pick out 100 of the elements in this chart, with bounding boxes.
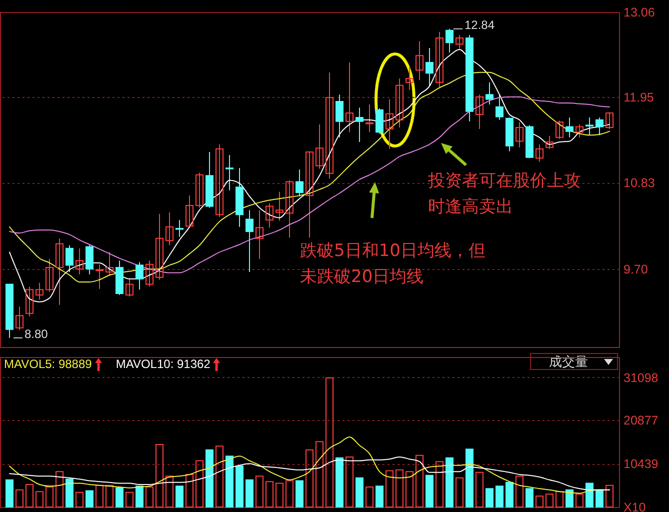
bar (356, 477, 364, 508)
candlestick (576, 124, 584, 138)
bar (506, 482, 514, 508)
bar (266, 481, 274, 508)
bar (36, 491, 44, 508)
bar (316, 441, 324, 508)
candlestick (136, 262, 144, 290)
candlestick (166, 212, 174, 246)
y-tick-label: X10 (624, 500, 646, 512)
candlestick (36, 282, 44, 300)
bar (366, 486, 374, 508)
candlestick (426, 47, 434, 87)
bar (106, 484, 114, 508)
bar (136, 486, 144, 508)
bar (476, 472, 484, 508)
y-tick-label: 13.06 (624, 6, 655, 20)
bar (466, 448, 474, 508)
bar (596, 489, 604, 508)
candlestick (536, 144, 544, 162)
candlestick (346, 62, 354, 133)
bar (166, 476, 174, 508)
bar (246, 479, 254, 508)
bar (306, 449, 314, 508)
candlestick (226, 154, 234, 191)
candlestick (246, 210, 254, 273)
candlestick (496, 94, 504, 120)
candlestick (306, 150, 314, 238)
annotation: MAVOL5: 98889 (4, 357, 92, 371)
bar (46, 486, 54, 508)
bar (396, 469, 404, 508)
y-tick-label: 9.70 (624, 262, 648, 276)
candlestick (16, 306, 24, 331)
bar (546, 494, 554, 508)
bar (346, 456, 354, 508)
candlestick (146, 260, 154, 288)
bar (456, 477, 464, 508)
candlestick (566, 117, 574, 138)
line-series (9, 48, 610, 302)
candlestick (436, 31, 444, 88)
candlestick (296, 169, 304, 197)
annotation: MAVOL10: 91362 (116, 357, 210, 371)
candlestick (366, 104, 374, 133)
bar (126, 492, 134, 508)
bar (436, 461, 444, 508)
annotation: 8.80 (24, 326, 48, 341)
bar (66, 478, 74, 508)
bar (296, 480, 304, 508)
candlestick (376, 108, 384, 134)
annotation: 12.84 (464, 18, 495, 32)
candlestick (386, 98, 394, 150)
bar (416, 454, 424, 508)
candlestick (66, 244, 74, 273)
candlestick (96, 264, 104, 290)
y-tick-label: 20877 (624, 414, 658, 428)
candlestick (416, 40, 424, 81)
candlestick (326, 72, 334, 180)
candlestick (196, 172, 204, 208)
candlestick (176, 220, 184, 238)
candlestick (266, 202, 274, 228)
candlestick (546, 135, 554, 150)
bar (536, 496, 544, 508)
candlestick (216, 144, 224, 218)
bar (206, 449, 214, 508)
candlestick (556, 120, 564, 140)
bar (336, 457, 344, 508)
candlestick (516, 122, 524, 148)
candlestick (406, 66, 414, 91)
candlestick (156, 213, 164, 280)
bar (606, 484, 614, 508)
annotation: 投资者可在股价上攻时逢高卖出 (428, 170, 582, 219)
candlestick (456, 34, 464, 50)
bar (496, 486, 504, 508)
bar (426, 474, 434, 508)
candlestick (486, 82, 494, 106)
line-series (9, 456, 610, 490)
candlestick (336, 94, 344, 138)
bar (226, 456, 234, 508)
candlestick (276, 191, 284, 222)
candlestick (26, 286, 34, 317)
bar (186, 474, 194, 508)
bar (526, 488, 534, 508)
bar (486, 488, 494, 508)
candlestick (46, 258, 54, 292)
candlestick (126, 278, 134, 298)
bar (76, 492, 84, 508)
bar (286, 480, 294, 508)
bar (446, 457, 454, 508)
bar (96, 484, 104, 508)
bar (116, 487, 124, 508)
bar (406, 471, 414, 508)
candlestick (446, 28, 454, 54)
y-tick-label: 31098 (624, 370, 658, 385)
bar (6, 479, 14, 508)
bar (576, 494, 584, 508)
candlestick (316, 124, 324, 170)
candlestick (356, 107, 364, 143)
y-tick-label: 10439 (624, 457, 658, 472)
candlestick (86, 244, 94, 275)
bar (146, 486, 154, 508)
candlestick (286, 180, 294, 238)
